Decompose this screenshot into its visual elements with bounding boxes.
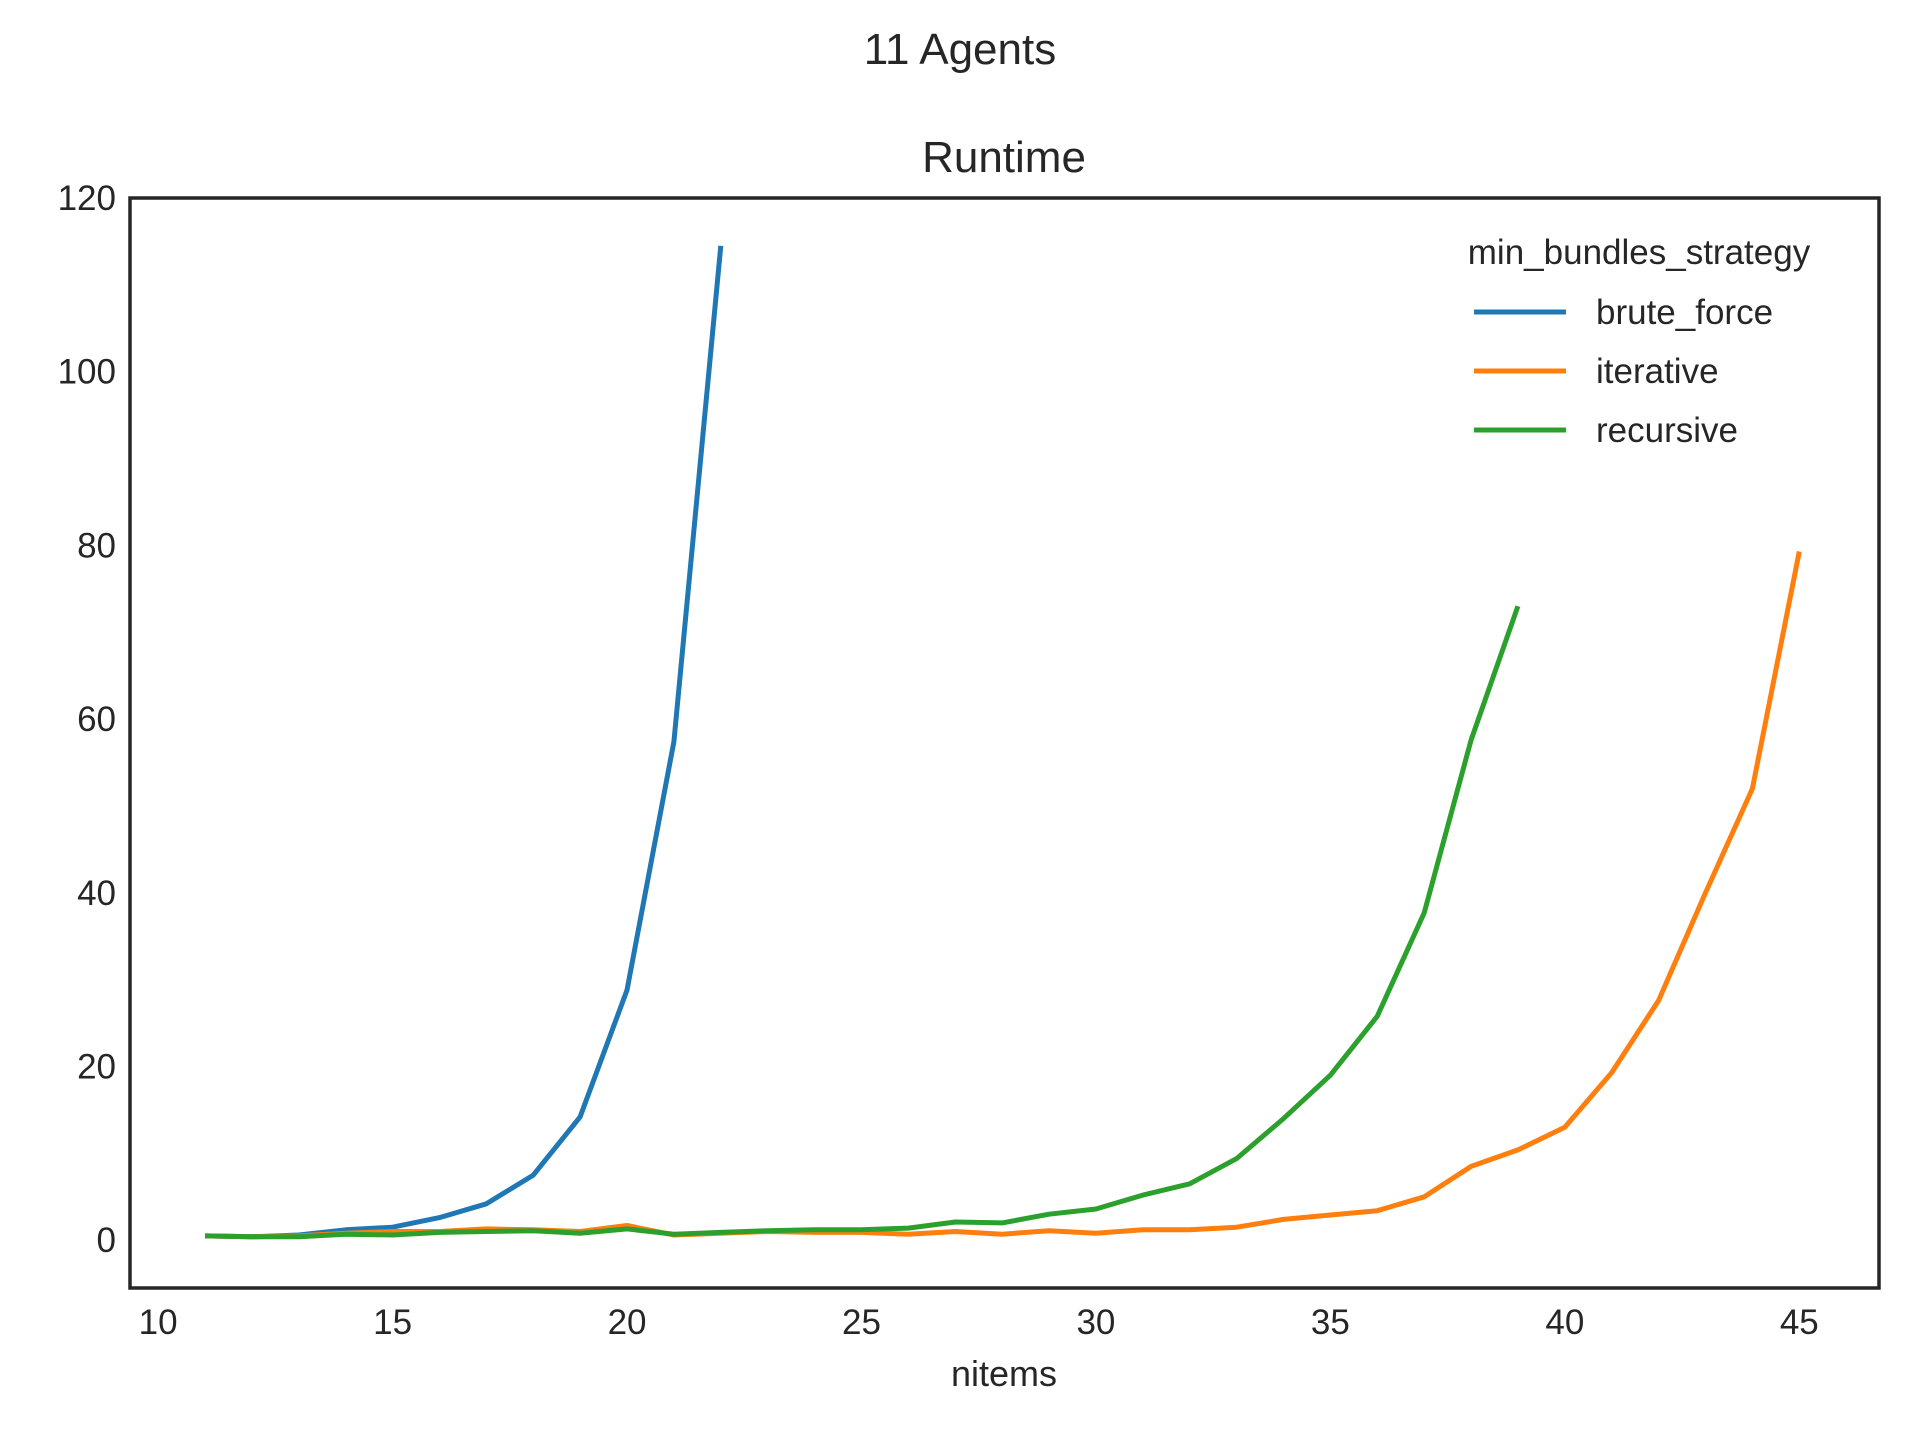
legend-items: brute_force iterative recursive — [1474, 293, 1773, 450]
legend-label-recursive: recursive — [1596, 411, 1738, 450]
x-tick-label: 40 — [1545, 1303, 1584, 1342]
chart-title: Runtime — [922, 133, 1086, 182]
x-tick-label: 45 — [1780, 1303, 1819, 1342]
y-tick-label: 0 — [97, 1221, 116, 1260]
x-axis-label: nitems — [951, 1353, 1057, 1394]
y-tick-label: 60 — [77, 700, 116, 739]
plot-area — [204, 245, 1802, 1240]
legend-label-iterative: iterative — [1596, 352, 1719, 391]
legend: min_bundles_strategy brute_force iterativ… — [1468, 233, 1811, 450]
legend-label-brute-force: brute_force — [1596, 293, 1773, 332]
x-tick-label: 20 — [608, 1303, 647, 1342]
series-line-iterative — [204, 551, 1802, 1240]
x-tick-label: 25 — [842, 1303, 881, 1342]
series-lines — [204, 245, 1802, 1240]
y-tick-label: 120 — [58, 179, 116, 218]
series-line-recursive — [204, 605, 1521, 1240]
y-tick-label: 20 — [77, 1048, 116, 1087]
legend-title: min_bundles_strategy — [1468, 233, 1811, 272]
series-line-brute-force — [204, 245, 724, 1240]
y-axis-ticks: 0 20 40 60 80 100 120 — [58, 179, 116, 1260]
figure-suptitle: 11 Agents — [864, 25, 1056, 74]
y-tick-label: 80 — [77, 526, 116, 565]
x-tick-label: 35 — [1311, 1303, 1350, 1342]
y-tick-label: 40 — [77, 874, 116, 913]
x-tick-label: 10 — [139, 1303, 178, 1342]
x-tick-label: 30 — [1076, 1303, 1115, 1342]
plot-frame — [128, 196, 1881, 1290]
y-tick-label: 100 — [58, 353, 116, 392]
x-tick-label: 15 — [373, 1303, 412, 1342]
x-axis-ticks: 10 15 20 25 30 35 40 45 — [139, 1303, 1819, 1342]
